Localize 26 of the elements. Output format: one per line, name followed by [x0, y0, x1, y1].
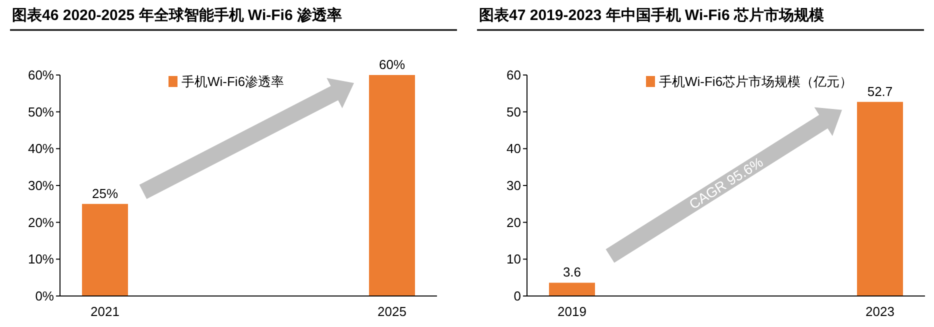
- y-tick-label: 20: [506, 214, 521, 230]
- y-tick-label: 40: [506, 141, 521, 156]
- y-tick-label: 60%: [28, 68, 54, 82]
- y-tick-label: 30: [506, 178, 521, 193]
- chart-title: 图表47 2019-2023 年中国手机 Wi-Fi6 芯片市场规模: [479, 6, 825, 24]
- y-tick-label: 60: [506, 68, 521, 82]
- y-tick-label: 50: [506, 104, 521, 120]
- x-tick-label: 2023: [866, 304, 894, 319]
- y-tick-label: 10%: [28, 252, 54, 267]
- chart-title: 图表46 2020-2025 年全球智能手机 Wi-Fi6 渗透率: [12, 6, 342, 24]
- legend-label: 手机Wi-Fi6渗透率: [182, 74, 284, 89]
- data-label: 52.7: [867, 84, 893, 99]
- y-tick-label: 0%: [35, 288, 54, 304]
- y-tick-label: 50%: [28, 104, 54, 120]
- y-tick-label: 30%: [28, 178, 54, 193]
- text: 25%: [92, 186, 118, 201]
- data-label: 3.6: [562, 264, 582, 280]
- y-tick-label: 20%: [28, 214, 54, 230]
- x-tick-label: 2025: [378, 304, 406, 319]
- y-tick-label: 40%: [28, 141, 54, 156]
- x-tick-label: 2019: [558, 304, 586, 319]
- text: 60%: [378, 57, 406, 72]
- legend-label: 手机Wi-Fi6芯片市场规模（亿元）: [659, 74, 853, 89]
- x-tick-label: 2021: [90, 304, 120, 319]
- y-tick-label: 0: [514, 288, 521, 304]
- y-tick-label: 10: [506, 252, 521, 267]
